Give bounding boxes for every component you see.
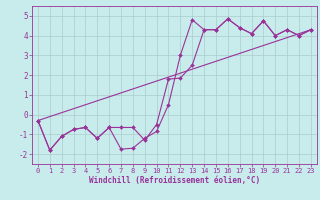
X-axis label: Windchill (Refroidissement éolien,°C): Windchill (Refroidissement éolien,°C): [89, 176, 260, 185]
